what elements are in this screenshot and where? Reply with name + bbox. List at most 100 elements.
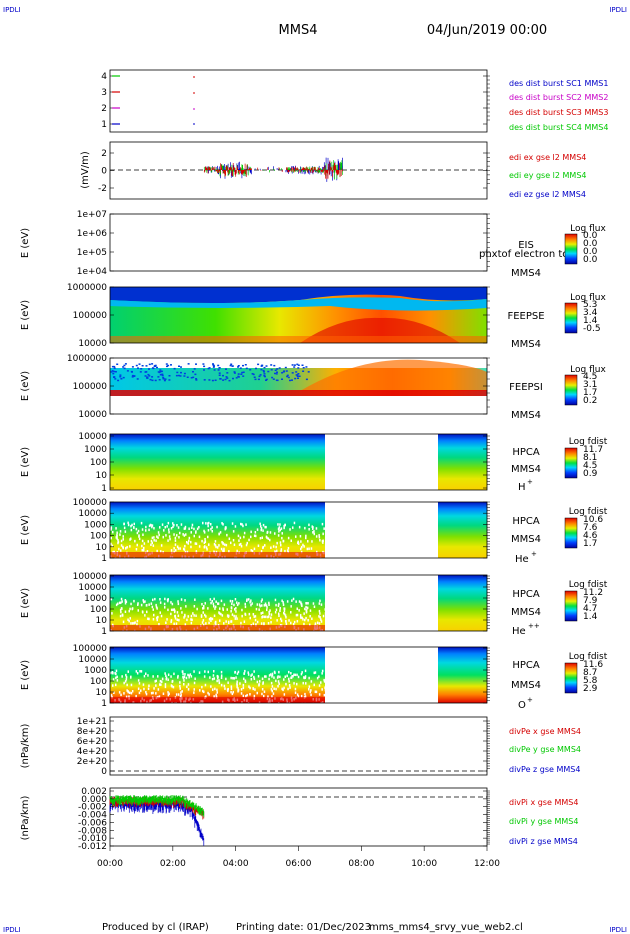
feepsi-speck <box>146 376 149 378</box>
hpca-he-colorbar <box>564 517 578 549</box>
speckle <box>286 600 289 603</box>
speckle <box>209 598 212 601</box>
speckle <box>181 557 183 561</box>
hpca-hepp-colorbar <box>564 590 578 622</box>
y-tick-label: 1e+21 <box>77 717 107 727</box>
speckle <box>179 684 181 688</box>
speckle <box>157 536 159 539</box>
speckle <box>283 607 286 610</box>
feepsi-speck <box>214 379 217 381</box>
panel-edi: 2 0 -2 (mV/m) edi ex gse l2 MMS4 edi ey gs… <box>80 141 587 200</box>
feepsi-speck <box>298 375 301 377</box>
speckle <box>185 533 187 536</box>
feepsi-speck <box>240 373 243 375</box>
speckle <box>324 602 327 605</box>
speckle <box>150 602 153 605</box>
speckle <box>280 548 283 551</box>
speckle <box>241 608 243 612</box>
speckle <box>259 537 262 540</box>
speckle <box>319 616 321 619</box>
feepsi-speck <box>151 379 154 382</box>
speckle <box>199 689 201 692</box>
speckle <box>263 615 266 619</box>
speckle <box>182 630 184 633</box>
feepsi-speck <box>157 371 160 373</box>
y-tick-label: 10000 <box>78 432 107 442</box>
speckle <box>173 608 175 611</box>
speckle <box>211 530 213 533</box>
speckle <box>270 621 272 624</box>
hpca-hepp-species: He <box>512 626 526 637</box>
speckle <box>125 600 128 603</box>
speckle <box>179 681 181 684</box>
speckle <box>174 615 176 618</box>
speckle <box>299 535 302 538</box>
speckle <box>156 535 158 538</box>
feepsi-speck <box>274 372 276 375</box>
legend-burst-sc2: des dist burst SC2 MMS2 <box>509 93 608 102</box>
speckle <box>116 679 119 682</box>
speckle <box>216 525 218 529</box>
speckle <box>173 557 175 561</box>
speckle <box>220 599 223 603</box>
y-tick-label: 3 <box>101 88 107 98</box>
feepsi-speck <box>123 364 126 367</box>
feepsi-speck <box>241 371 244 374</box>
feepsi-speck <box>110 371 113 373</box>
speckle <box>178 536 180 539</box>
speckle <box>218 681 221 685</box>
speckle <box>318 602 321 605</box>
speckle <box>216 546 219 549</box>
speckle <box>187 542 189 545</box>
speckle <box>120 610 122 614</box>
speckle <box>174 543 177 546</box>
feepsi-speck <box>130 370 133 373</box>
speckle <box>218 532 220 536</box>
speckle <box>214 702 216 706</box>
speckle <box>231 602 233 606</box>
feepsi-speck <box>307 371 310 373</box>
speckle <box>290 621 292 625</box>
feepsi-speck <box>296 375 299 377</box>
speckle <box>297 675 300 679</box>
feepsi-speck <box>237 373 240 375</box>
speckle <box>293 620 296 624</box>
speckle <box>168 535 171 538</box>
speckle <box>277 680 280 683</box>
speckle <box>151 541 153 545</box>
speckle <box>243 620 246 623</box>
speckle <box>127 690 129 694</box>
speckle <box>313 532 315 536</box>
speckle <box>174 536 177 540</box>
speckle <box>164 526 166 529</box>
speckle <box>293 521 296 525</box>
speckle <box>230 607 233 610</box>
feepsi-speck <box>291 372 294 374</box>
speckle <box>286 549 289 552</box>
feepsi-speck <box>178 365 180 367</box>
speckle <box>256 620 259 624</box>
feepsi-speck <box>233 372 236 374</box>
speckle <box>208 543 210 546</box>
speckle <box>157 675 159 678</box>
speckle <box>124 557 126 561</box>
feepsi-colorbar-ticks: 4.53.11.70.2 <box>583 372 597 406</box>
speckle <box>133 522 135 526</box>
edi-trace-2 <box>203 160 343 180</box>
speckle <box>254 531 257 534</box>
speckle <box>253 677 256 680</box>
speckle <box>285 620 287 623</box>
speckle <box>214 687 216 691</box>
speckle <box>276 619 278 622</box>
feepsi-speck <box>195 379 198 381</box>
panel-feeps-i: 1000000 100000 10000 E (eV) FEEPSI MMS4 Lo… <box>20 354 606 421</box>
speckle <box>131 690 134 693</box>
speckle <box>160 544 163 547</box>
speckle <box>193 681 196 685</box>
speckle <box>195 614 197 617</box>
speckle <box>257 675 260 678</box>
speckle <box>280 619 283 623</box>
speckle <box>190 540 192 544</box>
feepsi-speck <box>237 375 240 378</box>
feepsi-speck <box>186 376 189 378</box>
